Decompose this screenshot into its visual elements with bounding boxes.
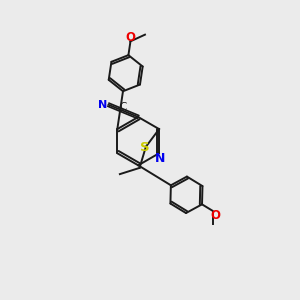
Text: C: C	[120, 102, 127, 112]
Text: S: S	[140, 141, 150, 154]
Text: N: N	[98, 100, 107, 110]
Text: O: O	[210, 209, 220, 222]
Text: N: N	[154, 152, 165, 165]
Text: O: O	[125, 31, 135, 44]
